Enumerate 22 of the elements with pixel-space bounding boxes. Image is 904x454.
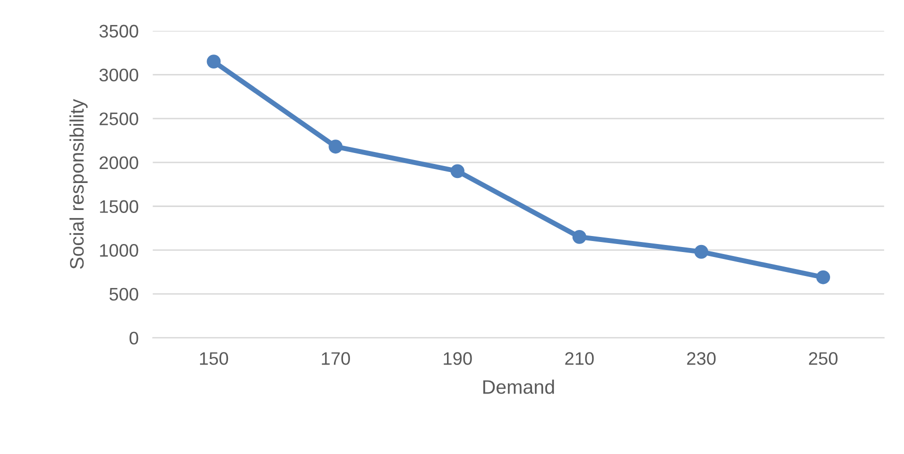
y-tick-label: 2000: [100, 156, 138, 170]
y-tick-label: 3500: [99, 24, 138, 38]
x-tick-label: 190: [444, 352, 472, 365]
point: [328, 140, 343, 154]
y-tick-label: 1000: [100, 244, 138, 257]
x-tick-label: 210: [565, 352, 594, 365]
point: [572, 230, 586, 244]
x-tick-label: 250: [809, 352, 838, 365]
y-tick-label: 500: [109, 288, 138, 301]
point: [206, 54, 221, 69]
y-tick-label: 0: [130, 332, 138, 344]
x-axis-title: Demand: [483, 380, 554, 394]
y-tick-label: 3000: [99, 68, 138, 82]
y-tick-label: 1500: [100, 200, 138, 213]
point: [816, 270, 830, 284]
x-tick-label: 230: [687, 352, 716, 365]
y-axis-title: Social responsibility: [69, 98, 88, 269]
x-tick-label: 150: [200, 352, 228, 365]
point: [450, 164, 464, 178]
y-tick-label: 2500: [100, 112, 138, 126]
point: [694, 244, 708, 259]
x-tick-label: 170: [322, 352, 350, 365]
